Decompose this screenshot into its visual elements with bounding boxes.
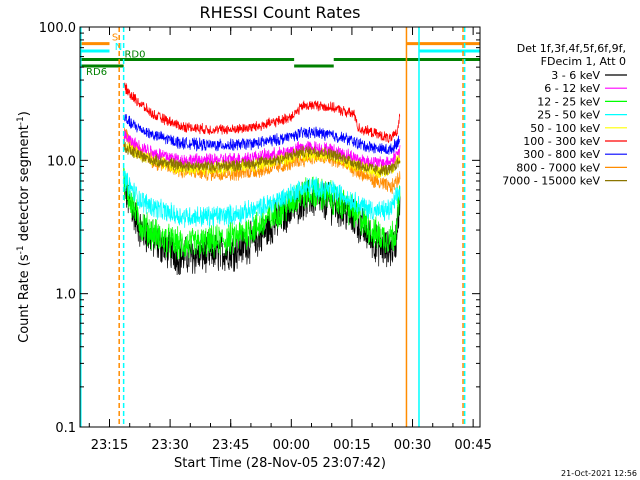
y-axis-label-part: Count Rate (s — [17, 254, 32, 343]
x-tick-label: 23:45 — [212, 438, 249, 453]
y-axis-label-part: ) — [17, 111, 32, 116]
legend: Det 1f,3f,4f,5f,6f,9f,FDecim 1, Att 03 -… — [502, 42, 627, 188]
plot-frame — [79, 26, 481, 428]
series-line-300-800-kev — [123, 114, 401, 155]
y-tick-label: 1.0 — [55, 288, 76, 303]
legend-header-line: FDecim 1, Att 0 — [541, 55, 626, 68]
legend-entry-label: 800 - 7000 keV — [516, 161, 600, 174]
legend-header-line: Det 1f,3f,4f,5f,6f,9f, — [517, 42, 626, 55]
x-tick-label: 00:00 — [273, 438, 310, 453]
chart-title: RHESSI Count Rates — [200, 3, 361, 22]
y-tick-label: 100.0 — [39, 21, 76, 36]
series-line-7000-15000-kev — [123, 140, 401, 177]
x-tick-label: 00:30 — [394, 438, 431, 453]
legend-entry-label: 100 - 300 keV — [523, 135, 600, 148]
x-tick-label: 23:15 — [91, 438, 128, 453]
y-axis-label-part: detector segment — [17, 125, 32, 245]
y-tick-label: 0.1 — [55, 421, 76, 436]
x-axis-ticks: 23:15 23:30 23:45 00:00 00:15 00:30 00:45 — [88, 27, 492, 453]
y-axis-label: Count Rate (s-1 detector segment-1) — [16, 111, 32, 343]
y-axis-label-part: -1 — [16, 245, 26, 254]
y-axis-label-part: -1 — [16, 116, 26, 125]
flag-label-rd6: RD6 — [86, 67, 107, 78]
x-axis-label: Start Time (28-Nov-05 23:07:42) — [174, 456, 386, 471]
timestamp-footer: 21-Oct-2021 12:56 — [561, 469, 637, 478]
legend-entry-label: 3 - 6 keV — [551, 69, 600, 82]
x-tick-label: 00:15 — [333, 438, 370, 453]
legend-entry-label: 300 - 800 keV — [523, 148, 600, 161]
x-tick-label: 23:30 — [151, 438, 188, 453]
series-layer — [123, 82, 401, 276]
y-tick-label: 10.0 — [47, 154, 76, 169]
vline-layer — [80, 27, 466, 427]
legend-entry-label: 50 - 100 keV — [530, 122, 600, 135]
legend-entry-label: 7000 - 15000 keV — [502, 175, 600, 188]
series-line-25-50-kev — [123, 170, 401, 228]
legend-entry-label: 12 - 25 keV — [537, 95, 600, 108]
y-axis-ticks: 0.1 1.0 10.0 100.0 — [39, 21, 480, 436]
series-line-12-25-kev — [123, 166, 401, 260]
legend-entry-label: 6 - 12 keV — [544, 82, 600, 95]
flag-label-rd0: RD0 — [124, 50, 145, 61]
legend-entry-label: 25 - 50 keV — [537, 109, 600, 122]
series-line-100-300-kev — [123, 82, 401, 144]
x-tick-label: 00:45 — [454, 438, 491, 453]
flag-label-s: S — [112, 33, 118, 44]
